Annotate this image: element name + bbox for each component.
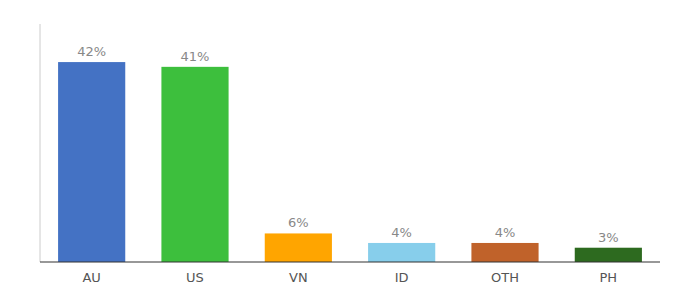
data-label: 42% bbox=[77, 44, 106, 59]
data-label: 4% bbox=[495, 225, 516, 240]
bar bbox=[471, 243, 538, 262]
bar bbox=[575, 248, 642, 262]
data-label: 6% bbox=[288, 215, 309, 230]
chart: AU US VN ID OTH PH 42% 41% 6% 4% 4% 3% bbox=[0, 0, 680, 300]
y-axis-line bbox=[40, 24, 41, 262]
x-tick-label: PH bbox=[600, 270, 618, 285]
data-label: 41% bbox=[181, 49, 210, 64]
chart-container: AU US VN ID OTH PH 42% 41% 6% 4% 4% 3% bbox=[0, 0, 680, 300]
x-tick-label: US bbox=[186, 270, 204, 285]
x-tick-label: AU bbox=[82, 270, 100, 285]
bar bbox=[368, 243, 435, 262]
x-axis-line bbox=[40, 261, 660, 262]
bars bbox=[58, 62, 642, 262]
data-label: 4% bbox=[391, 225, 412, 240]
x-tick-label: OTH bbox=[491, 270, 519, 285]
bar bbox=[161, 67, 228, 262]
bar bbox=[58, 62, 125, 262]
data-label: 3% bbox=[598, 230, 619, 245]
x-tick-label: ID bbox=[395, 270, 409, 285]
bar bbox=[265, 233, 332, 262]
x-tick-label: VN bbox=[289, 270, 308, 285]
